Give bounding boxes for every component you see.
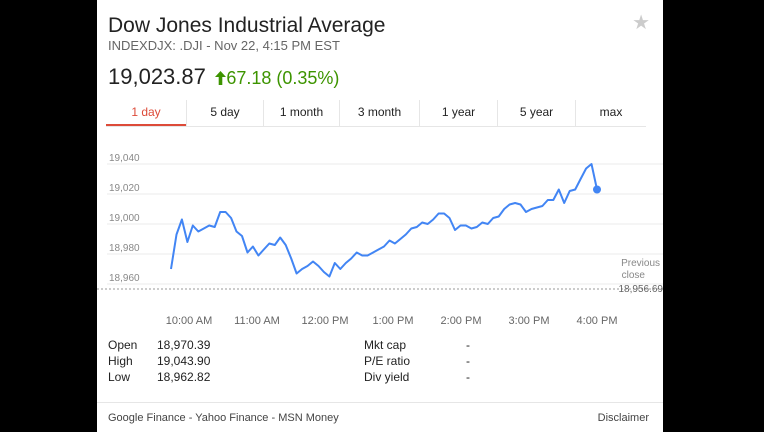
- tab-1-month[interactable]: 1 month: [263, 100, 339, 126]
- stat-label-low: Low: [108, 370, 131, 384]
- y-tick-label: 19,000: [109, 213, 140, 224]
- stat-value-open: 18,970.39: [157, 338, 211, 352]
- stat-label-pe-ratio: P/E ratio: [364, 354, 411, 368]
- x-tick-label: 11:00 AM: [234, 315, 280, 327]
- arrow-up-icon: [215, 71, 227, 85]
- y-tick-label: 19,040: [109, 153, 140, 164]
- range-tabs: 1 day 5 day 1 month 3 month 1 year 5 yea…: [106, 100, 646, 126]
- stat-value-high: 19,043.90: [157, 354, 211, 368]
- stock-card: Dow Jones Industrial Average INDEXDJX: .…: [97, 0, 663, 432]
- previous-close-label: close: [622, 270, 646, 281]
- data-sources: Google Finance - Yahoo Finance - MSN Mon…: [108, 412, 339, 424]
- tab-1-year[interactable]: 1 year: [419, 100, 497, 126]
- tabs-divider: [106, 126, 646, 127]
- price-change-value: 67.18 (0.35%): [226, 68, 340, 88]
- stat-label-div-yield: Div yield: [364, 370, 410, 384]
- quote-row: 19,023.87 67.18 (0.35%): [108, 64, 339, 94]
- previous-close-label: Previous: [621, 258, 660, 269]
- y-tick-label: 18,980: [109, 243, 140, 254]
- current-price: 19,023.87: [108, 64, 206, 89]
- stat-label-open: Open: [108, 338, 138, 352]
- price-chart: 19,040 19,020 19,000 18,980 18,960 10:00 AM 11…: [97, 153, 664, 327]
- ticker-subtitle: INDEXDJX: .DJI - Nov 22, 4:15 PM EST: [108, 38, 340, 53]
- tab-1-day[interactable]: 1 day: [106, 100, 186, 126]
- x-tick-label: 1:00 PM: [373, 315, 414, 327]
- stat-label-high: High: [108, 354, 133, 368]
- stat-value-mkt-cap: -: [466, 338, 470, 352]
- index-title: Dow Jones Industrial Average: [108, 14, 386, 37]
- x-tick-label: 10:00 AM: [166, 315, 212, 327]
- stat-value-div-yield: -: [466, 370, 470, 384]
- footer-divider: [97, 402, 663, 403]
- x-tick-label: 4:00 PM: [577, 315, 618, 327]
- stat-label-mkt-cap: Mkt cap: [364, 338, 407, 352]
- price-line: [170, 163, 598, 278]
- x-tick-label: 3:00 PM: [509, 315, 550, 327]
- tab-5-year[interactable]: 5 year: [497, 100, 575, 126]
- y-tick-label: 18,960: [109, 273, 140, 284]
- stat-value-pe-ratio: -: [466, 354, 470, 368]
- x-tick-label: 2:00 PM: [441, 315, 482, 327]
- previous-close-value: 18,956.69: [619, 284, 664, 295]
- price-change: 67.18 (0.35%): [215, 68, 339, 88]
- current-price-dot: [593, 185, 601, 194]
- y-tick-label: 19,020: [109, 183, 140, 194]
- tab-5-day[interactable]: 5 day: [186, 100, 263, 126]
- x-tick-label: 12:00 PM: [301, 315, 348, 327]
- disclaimer-link[interactable]: Disclaimer: [597, 412, 649, 424]
- tab-3-month[interactable]: 3 month: [339, 100, 419, 126]
- tab-max[interactable]: max: [575, 100, 646, 126]
- star-icon[interactable]: ★: [632, 12, 650, 34]
- stat-value-low: 18,962.82: [157, 370, 211, 384]
